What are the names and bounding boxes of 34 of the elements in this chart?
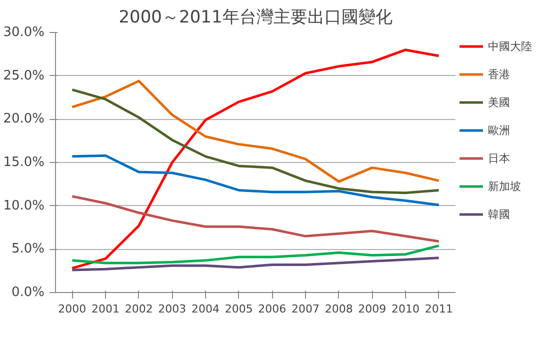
x-tick-label: 2011 — [424, 302, 453, 316]
y-tick-label: 20.0% — [3, 112, 45, 127]
y-tick-label: 15.0% — [3, 155, 45, 170]
x-tick-label: 2010 — [392, 302, 420, 316]
x-tick-label: 2009 — [358, 302, 386, 316]
x-tick-label: 2001 — [92, 302, 120, 316]
x-tick-label: 2006 — [258, 302, 286, 316]
x-tick-label: 2000 — [58, 302, 86, 316]
y-tick-label: 30.0% — [3, 25, 45, 40]
line-series — [70, 244, 440, 264]
line-series — [70, 88, 440, 194]
x-tick-label: 2004 — [192, 302, 220, 316]
x-tick-label: 2008 — [324, 302, 353, 316]
legend-label: 香港 — [488, 66, 510, 82]
x-tick-label: 2002 — [124, 302, 153, 316]
legend-label: 新加坡 — [488, 178, 521, 194]
x-tick-label: 2007 — [292, 302, 320, 316]
line-series — [70, 80, 440, 183]
y-tick-label: 10.0% — [3, 198, 45, 214]
y-tick-label: 5.0% — [11, 242, 45, 257]
legend-label: 韓國 — [488, 206, 510, 222]
line-series — [70, 154, 440, 206]
y-tick-label: 25.0% — [3, 68, 45, 84]
line-series — [70, 256, 440, 272]
line-series — [70, 195, 440, 243]
y-tick-label: 0.0% — [11, 285, 45, 300]
legend-label: 歐洲 — [488, 122, 510, 138]
chart-title: 2000～2011年台灣主要出口國變化 — [118, 8, 392, 28]
legend-label: 日本 — [488, 150, 510, 166]
legend-label: 美國 — [488, 94, 510, 110]
x-tick-label: 2005 — [224, 302, 253, 316]
line-series — [70, 48, 440, 270]
legend-label: 中國大陸 — [488, 38, 532, 54]
x-tick-label: 2003 — [158, 302, 186, 316]
